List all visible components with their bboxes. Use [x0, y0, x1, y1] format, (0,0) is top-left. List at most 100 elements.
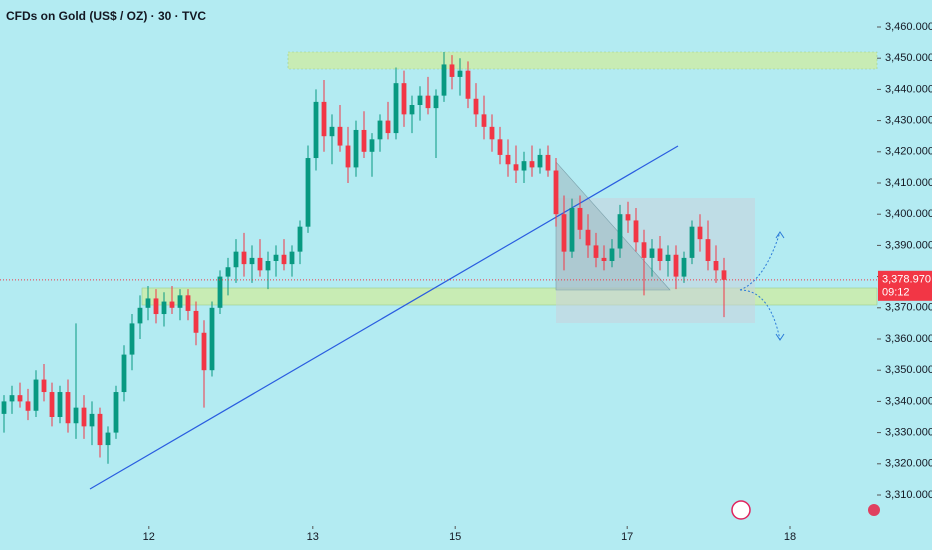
candle-body [425, 95, 431, 109]
up-arrow [739, 231, 781, 291]
y-tick-label: 3,450.000 [885, 52, 932, 64]
candle-body [361, 129, 367, 152]
y-tick-label: 3,350.000 [885, 364, 932, 376]
up-arrow-head [775, 231, 785, 239]
candle-body [601, 257, 607, 261]
candle-body [49, 392, 55, 417]
candle-body [41, 379, 47, 393]
candle-body [401, 83, 407, 115]
x-tick-label: 13 [307, 531, 319, 543]
candle-body [633, 220, 639, 243]
candle-body [145, 298, 151, 308]
candle-body [569, 207, 575, 252]
candle-body [257, 257, 263, 271]
candle-body [377, 120, 383, 140]
candle-body [185, 295, 191, 311]
candle-body [545, 154, 551, 171]
candle-body [105, 432, 111, 446]
resistance-zone [287, 51, 878, 70]
candle-body [585, 229, 591, 246]
y-tick-label: 3,440.000 [885, 83, 932, 95]
candle-body [233, 251, 239, 268]
candle-body [329, 126, 335, 137]
candle-body [593, 245, 599, 258]
candle-body [297, 226, 303, 252]
candle-body [193, 310, 199, 333]
candle-body [1, 401, 7, 414]
candle-body [321, 101, 327, 137]
down-arrow [739, 289, 781, 341]
candle-body [249, 257, 255, 265]
candle-body [609, 248, 615, 261]
candle-body [481, 114, 487, 127]
candle-body [433, 95, 439, 109]
candle-body [97, 413, 103, 446]
candle-body [265, 261, 271, 271]
candle-body [697, 226, 703, 240]
candle-body [641, 242, 647, 258]
candle-body [385, 120, 391, 134]
candle-body [705, 239, 711, 261]
candle-body [241, 251, 247, 265]
y-tick-label: 3,430.000 [885, 115, 932, 127]
chart-title: CFDs on Gold (US$ / OZ) · 30 · TVC [6, 9, 206, 23]
y-tick-label: 3,400.000 [885, 208, 932, 220]
down-arrow-head [775, 333, 785, 341]
y-tick-label: 3,340.000 [885, 395, 932, 407]
candle-body [353, 129, 359, 168]
last-price-box [878, 270, 932, 301]
candle-body [153, 298, 159, 315]
candle-body [649, 248, 655, 258]
candle-body [457, 70, 463, 77]
x-tick-label: 12 [143, 531, 155, 543]
candle-body [625, 214, 631, 221]
candle-body [273, 254, 279, 261]
candle-body [393, 83, 399, 134]
y-tick-label: 3,390.000 [885, 239, 932, 251]
y-tick-label: 3,410.000 [885, 177, 932, 189]
y-tick-label: 3,360.000 [885, 333, 932, 345]
plot: 3,310.000 3,320.000 3,330.000 3,340.000 3,35… [0, 21, 932, 543]
candle-body [129, 323, 135, 355]
candle-body [505, 154, 511, 165]
candle-body [209, 307, 215, 371]
candle-body [465, 70, 471, 99]
y-tick-label: 3,460.000 [885, 21, 932, 33]
candle-body [169, 301, 175, 308]
countdown: 09:12 [882, 287, 910, 299]
event-icon[interactable] [731, 500, 751, 520]
candle-body [121, 354, 127, 393]
candle-body [561, 214, 567, 252]
candle-body [713, 261, 719, 271]
candle-body [161, 301, 167, 315]
candle-body [217, 276, 223, 308]
candle-body [657, 248, 663, 261]
y-tick-label: 3,330.000 [885, 427, 932, 439]
candle-body [441, 64, 447, 96]
candle-body [369, 139, 375, 152]
flag-icon[interactable] [868, 504, 880, 516]
candle-body [177, 295, 183, 308]
candle-body [489, 126, 495, 140]
candle-body [529, 161, 535, 168]
candle-body [225, 267, 231, 277]
candle-body [281, 254, 287, 265]
last-price-label: 3,378.970 [882, 274, 931, 286]
candle-body [553, 170, 559, 215]
candle-body [665, 254, 671, 261]
candle-body [57, 392, 63, 417]
y-tick-label: 3,420.000 [885, 146, 932, 158]
candle-body [17, 395, 23, 402]
candle-body [617, 214, 623, 249]
candle-body [721, 270, 727, 280]
candle-body [337, 126, 343, 146]
candle-body [25, 401, 31, 411]
candle-body [33, 379, 39, 411]
x-tick-label: 18 [784, 531, 796, 543]
y-tick-label: 3,370.000 [885, 302, 932, 314]
support-zone [141, 287, 878, 306]
candle-body [521, 161, 527, 171]
candle-body [201, 332, 207, 371]
